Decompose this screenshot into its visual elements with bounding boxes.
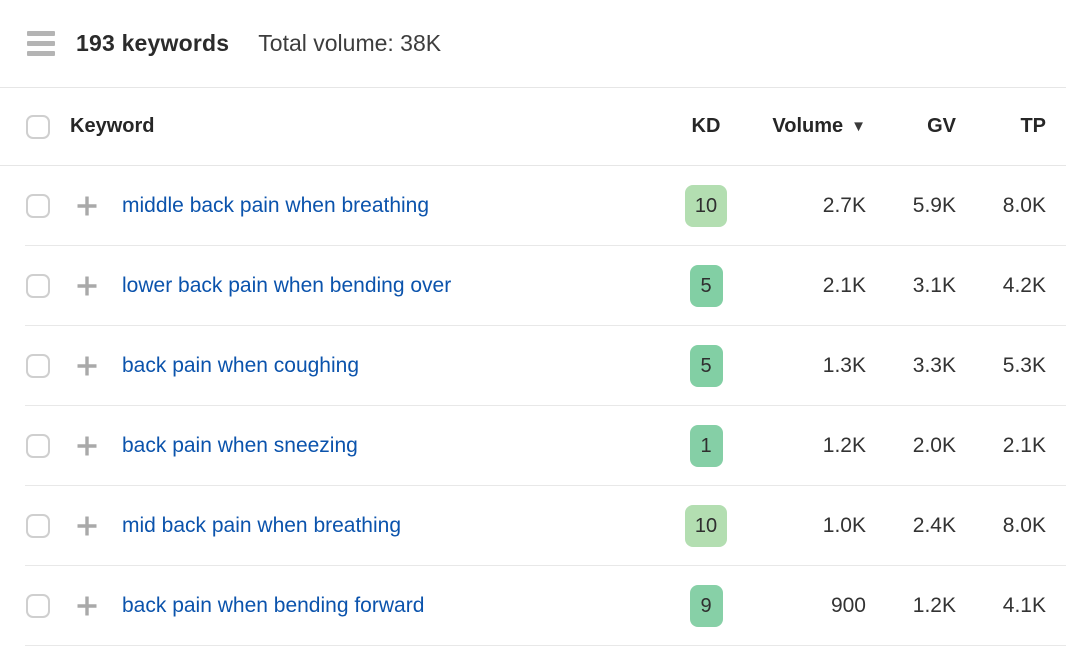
keyword-link[interactable]: middle back pain when breathing: [122, 194, 430, 217]
gv-value: 3.1K: [912, 274, 956, 297]
tp-value: 8.0K: [1002, 514, 1046, 537]
gv-value: 3.3K: [912, 354, 956, 377]
plus-icon[interactable]: [75, 354, 99, 378]
plus-icon[interactable]: [75, 274, 99, 298]
row-checkbox[interactable]: [26, 594, 50, 618]
kd-badge: 5: [689, 265, 723, 307]
table-row: back pain when bending forward 9 900 1.2…: [0, 566, 1066, 646]
volume-value: 900: [830, 594, 866, 617]
gv-value: 2.4K: [912, 514, 956, 537]
kd-badge: 10: [684, 505, 728, 547]
keyword-link[interactable]: back pain when bending forward: [122, 594, 425, 617]
gv-value: 1.2K: [912, 594, 956, 617]
table-row: mid back pain when breathing 10 1.0K 2.4…: [0, 486, 1066, 566]
column-header-gv[interactable]: GV: [927, 115, 956, 137]
plus-icon[interactable]: [75, 434, 99, 458]
total-volume: Total volume: 38K: [258, 30, 442, 56]
keyword-link[interactable]: lower back pain when bending over: [122, 274, 452, 297]
volume-value: 1.2K: [822, 434, 866, 457]
sort-desc-icon: ▼: [851, 118, 866, 135]
kd-badge: 10: [684, 185, 728, 227]
tp-value: 4.2K: [1002, 274, 1046, 297]
tp-value: 5.3K: [1002, 354, 1046, 377]
row-checkbox[interactable]: [26, 194, 50, 218]
hamburger-menu-icon[interactable]: [27, 31, 55, 56]
tp-value: 2.1K: [1002, 434, 1046, 457]
row-checkbox[interactable]: [26, 274, 50, 298]
volume-value: 1.3K: [822, 354, 866, 377]
gv-value: 2.0K: [912, 434, 956, 457]
keyword-link[interactable]: mid back pain when breathing: [122, 514, 402, 537]
gv-value: 5.9K: [912, 194, 956, 217]
row-checkbox[interactable]: [26, 354, 50, 378]
plus-icon[interactable]: [75, 514, 99, 538]
keyword-link[interactable]: back pain when sneezing: [122, 434, 358, 457]
table-header-row: Keyword KD Volume ▼ GV TP: [0, 88, 1066, 166]
kd-badge: 5: [689, 345, 723, 387]
keywords-count: 193 keywords: [76, 30, 230, 56]
table-row: back pain when coughing 5 1.3K 3.3K 5.3K: [0, 326, 1066, 406]
column-header-volume[interactable]: Volume ▼: [772, 115, 866, 137]
kd-badge: 1: [689, 425, 723, 467]
plus-icon[interactable]: [75, 594, 99, 618]
column-header-kd[interactable]: KD: [691, 115, 721, 137]
keyword-link[interactable]: back pain when coughing: [122, 354, 360, 377]
row-checkbox[interactable]: [26, 434, 50, 458]
table-row: back pain when sneezing 1 1.2K 2.0K 2.1K: [0, 406, 1066, 486]
volume-value: 1.0K: [822, 514, 866, 537]
volume-value: 2.1K: [822, 274, 866, 297]
column-header-tp[interactable]: TP: [1020, 115, 1046, 137]
select-all-checkbox[interactable]: [26, 114, 50, 139]
column-header-keyword[interactable]: Keyword: [70, 115, 155, 137]
tp-value: 8.0K: [1002, 194, 1046, 217]
plus-icon[interactable]: [75, 194, 99, 218]
table-row: middle back pain when breathing 10 2.7K …: [0, 166, 1066, 246]
kd-badge: 9: [689, 585, 723, 627]
table-row: lower back pain when bending over 5 2.1K…: [0, 246, 1066, 326]
row-checkbox[interactable]: [26, 514, 50, 538]
volume-value: 2.7K: [822, 194, 866, 217]
toolbar: 193 keywords Total volume: 38K: [0, 0, 1066, 88]
tp-value: 4.1K: [1002, 594, 1046, 617]
